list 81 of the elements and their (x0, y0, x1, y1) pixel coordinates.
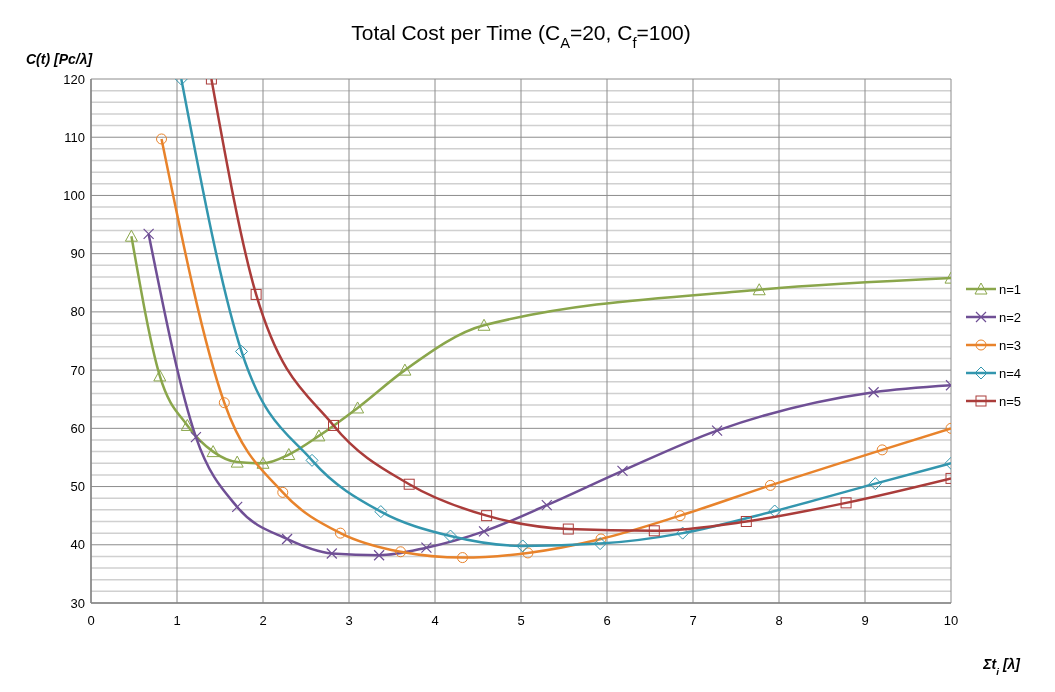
chart-title: Total Cost per Time (C$_{A}$=20, C$_{f}$=100) (351, 21, 691, 51)
point (768, 504, 782, 518)
point (395, 546, 407, 558)
point (124, 229, 138, 242)
x-tick-label: 2 (259, 613, 267, 628)
point (326, 547, 338, 560)
point (740, 515, 752, 527)
point (334, 527, 346, 539)
y-tick-label: 40 (70, 537, 85, 553)
point (312, 429, 326, 442)
point (478, 525, 490, 537)
point (398, 363, 412, 376)
point (457, 552, 469, 564)
point (868, 386, 880, 398)
point (403, 478, 415, 490)
point (373, 549, 385, 561)
y-tick-label: 120 (63, 71, 85, 87)
point (676, 526, 690, 540)
point (593, 537, 607, 551)
x-tick-label: 5 (517, 613, 525, 628)
point (562, 523, 574, 535)
point (282, 448, 296, 461)
point (305, 453, 319, 467)
point (206, 445, 220, 458)
point (256, 456, 270, 469)
point (711, 425, 723, 437)
y-tick-label: 60 (70, 420, 85, 436)
y-tick-label: 100 (63, 187, 85, 203)
point (522, 547, 534, 559)
x-tick-label: 8 (775, 613, 783, 628)
x-tick-label: 3 (345, 613, 353, 628)
y-tick-label: 80 (70, 304, 85, 320)
legend-label: n=1 (999, 281, 1022, 297)
y-tick-label: 90 (70, 246, 85, 262)
point (156, 133, 168, 145)
point (764, 479, 776, 491)
point (616, 465, 629, 477)
y-tick-label: 30 (70, 595, 85, 611)
point (153, 369, 167, 382)
point (516, 539, 530, 553)
point (281, 533, 293, 545)
point (374, 505, 388, 519)
point (868, 477, 882, 491)
point (876, 444, 888, 456)
point (840, 497, 852, 509)
y-tick-label: 110 (64, 129, 85, 145)
x-tick-label: 6 (603, 613, 611, 628)
point (180, 418, 194, 431)
x-tick-label: 1 (173, 613, 181, 628)
point (231, 501, 243, 513)
x-tick-label: 10 (943, 613, 959, 628)
legend-label: n=4 (999, 365, 1022, 381)
point (143, 228, 155, 240)
point (190, 431, 202, 443)
x-tick-label: 4 (431, 613, 439, 628)
x-tick-label: 7 (689, 613, 697, 628)
point (752, 283, 766, 296)
y-axis-title: C(t) [Pc/λ] (26, 51, 94, 67)
y-tick-label: 70 (70, 362, 85, 378)
point (674, 510, 686, 522)
point (218, 397, 230, 409)
point (443, 529, 457, 543)
y-tick-label: 50 (70, 479, 85, 495)
point (328, 419, 340, 431)
x-tick-label: 0 (87, 613, 95, 628)
point (351, 401, 365, 414)
point (235, 344, 248, 358)
point (277, 486, 289, 498)
point (648, 525, 660, 537)
point (250, 288, 262, 300)
point (481, 510, 493, 522)
legend-label: n=3 (999, 337, 1022, 353)
point (420, 542, 432, 554)
legend-label: n=2 (999, 309, 1022, 325)
legend-label: n=5 (999, 393, 1022, 409)
point (541, 499, 553, 511)
x-axis-title: Σt$_{i}$ [λ] (982, 656, 1022, 677)
point (595, 533, 607, 545)
x-tick-label: 9 (861, 613, 869, 628)
point (477, 318, 491, 331)
point (230, 455, 244, 468)
